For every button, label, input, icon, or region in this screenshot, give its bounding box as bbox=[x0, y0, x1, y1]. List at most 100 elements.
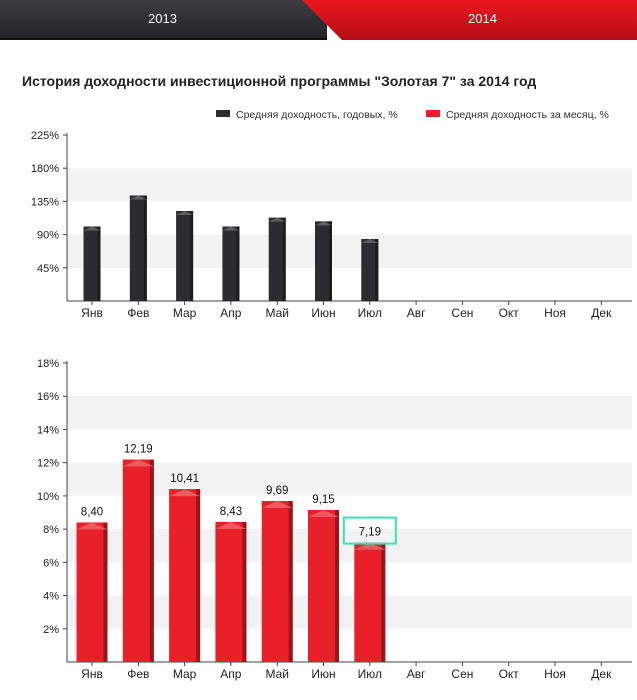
x-tick-label: Янв bbox=[81, 306, 103, 320]
x-tick-label: Дек bbox=[591, 667, 612, 681]
y-tick-label: 90% bbox=[37, 230, 59, 242]
bar-body bbox=[261, 501, 293, 662]
bar-cap bbox=[361, 239, 379, 244]
data-label: 9,15 bbox=[312, 494, 334, 506]
y-tick-label: 45% bbox=[37, 263, 59, 275]
x-tick-label: Фев bbox=[127, 306, 149, 320]
x-tick-label: Июн bbox=[311, 306, 335, 320]
bar-body bbox=[215, 521, 247, 662]
bar-side bbox=[190, 210, 194, 301]
bar-body bbox=[76, 522, 108, 662]
bar bbox=[176, 210, 194, 301]
bar-cap bbox=[83, 226, 101, 231]
bar-cap bbox=[122, 459, 154, 467]
bar-side bbox=[329, 221, 332, 301]
annual-yield-chart: 45% 90% 135% 180% 225% Янв Фев Мар Апр Май Июн Июл А… bbox=[31, 130, 632, 320]
bar-cap bbox=[169, 489, 201, 497]
legend-monthly-label: Средняя доходность за месяц, % bbox=[446, 109, 609, 121]
tab-2013-label: 2013 bbox=[148, 11, 177, 26]
y-tick-label: 4% bbox=[43, 591, 59, 603]
tab-2014-label: 2014 bbox=[468, 11, 497, 26]
x-tick-label: Май bbox=[265, 306, 289, 320]
y-tick-label: 180% bbox=[31, 163, 59, 175]
tab-2014[interactable]: 2014 bbox=[302, 0, 637, 40]
bar-side bbox=[103, 522, 108, 662]
bar bbox=[222, 226, 240, 301]
bar bbox=[76, 522, 108, 662]
x-tick-label: Янв bbox=[81, 667, 103, 681]
bar-cap bbox=[354, 542, 386, 550]
x-tick-label: Ноя bbox=[544, 667, 566, 681]
bar-side bbox=[375, 239, 379, 301]
bar-body bbox=[361, 239, 379, 301]
x-tick-label: Апр bbox=[220, 667, 242, 681]
bar bbox=[268, 217, 286, 301]
bar-body bbox=[315, 221, 332, 301]
legend-monthly-swatch bbox=[426, 110, 440, 117]
bar-cap bbox=[222, 226, 240, 231]
bar bbox=[261, 501, 293, 662]
grid-band bbox=[67, 234, 632, 268]
bar-cap bbox=[76, 522, 108, 530]
bar bbox=[169, 489, 201, 662]
bar-side bbox=[335, 510, 339, 662]
bar-body bbox=[83, 226, 101, 301]
bar-cap bbox=[268, 217, 286, 222]
x-tick-label: Дек bbox=[591, 306, 612, 320]
bar-cap bbox=[261, 501, 293, 509]
legend-annual-swatch bbox=[216, 110, 230, 117]
bar-side bbox=[288, 501, 293, 662]
x-tick-label: Мар bbox=[173, 667, 197, 681]
bar-side bbox=[242, 521, 247, 662]
bar-side bbox=[97, 226, 101, 301]
bar-cap bbox=[129, 195, 147, 200]
bar-body bbox=[268, 217, 286, 301]
data-label: 9,69 bbox=[266, 485, 288, 497]
data-label: 12,19 bbox=[124, 444, 153, 456]
bar-side bbox=[282, 217, 286, 301]
y-tick-label: 6% bbox=[43, 557, 59, 569]
bar-cap bbox=[215, 521, 247, 529]
x-tick-label: Сен bbox=[451, 667, 473, 681]
x-tick-label: Окт bbox=[499, 306, 520, 320]
bar-side bbox=[381, 542, 386, 662]
bar-body bbox=[122, 459, 154, 662]
grid-band bbox=[67, 595, 632, 629]
tab-2013[interactable]: 2013 bbox=[0, 0, 327, 40]
x-tick-label: Ноя bbox=[544, 306, 566, 320]
data-label: 10,41 bbox=[170, 473, 199, 485]
y-tick-label: 225% bbox=[31, 130, 59, 142]
bar-side bbox=[236, 226, 240, 301]
grid-band bbox=[67, 168, 632, 202]
x-tick-label: Авг bbox=[407, 306, 426, 320]
y-tick-label: 2% bbox=[43, 624, 59, 636]
data-label: 8,43 bbox=[220, 506, 242, 518]
bar-side bbox=[143, 195, 147, 301]
legend-monthly: Средняя доходность за месяц, % bbox=[426, 109, 609, 121]
x-tick-label: Окт bbox=[499, 667, 520, 681]
bar-side bbox=[196, 489, 201, 662]
highlight-box bbox=[342, 516, 397, 545]
bar bbox=[215, 521, 247, 662]
y-tick-label: 16% bbox=[37, 391, 59, 403]
bar bbox=[361, 239, 379, 301]
page-title: История доходности инвестиционной програ… bbox=[22, 73, 537, 89]
x-tick-label: Сен bbox=[451, 306, 473, 320]
bar-side bbox=[149, 459, 154, 662]
bar bbox=[354, 542, 386, 662]
bar bbox=[308, 510, 339, 662]
x-tick-label: Май bbox=[265, 667, 289, 681]
y-tick-label: 10% bbox=[37, 491, 59, 503]
y-tick-label: 14% bbox=[37, 424, 59, 436]
bar bbox=[129, 195, 147, 301]
x-tick-label: Июн bbox=[311, 667, 335, 681]
x-tick-label: Мар bbox=[173, 306, 197, 320]
bar-body bbox=[169, 489, 201, 662]
grid-band bbox=[67, 462, 632, 496]
bar-body bbox=[354, 542, 386, 662]
bar bbox=[83, 226, 101, 301]
bar bbox=[315, 221, 332, 301]
bar-cap bbox=[176, 210, 194, 215]
bar-body bbox=[222, 226, 240, 301]
grid-band bbox=[67, 529, 632, 563]
